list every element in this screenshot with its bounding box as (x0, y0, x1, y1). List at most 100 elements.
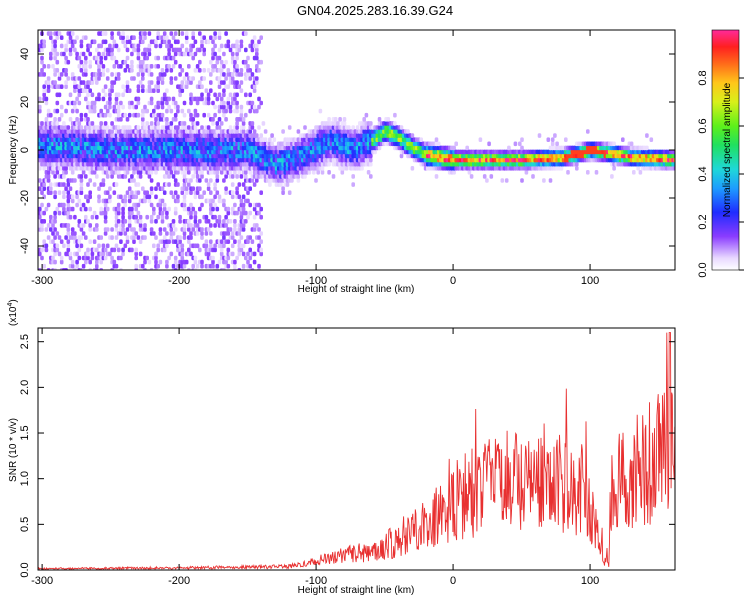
spectrogram-cell (213, 43, 217, 49)
spectrogram-cell (193, 214, 198, 220)
spectrogram-cell (314, 178, 318, 183)
spectrogram-cell (235, 64, 239, 69)
spectrogram-cell (158, 259, 163, 265)
spectrogram-cell (136, 72, 141, 77)
spectrogram-cell (244, 174, 248, 179)
spectrogram-cell (167, 51, 171, 57)
spectrogram-cell (230, 194, 235, 200)
spectrogram-cell (114, 263, 119, 269)
spectrogram-cell (101, 88, 106, 93)
spectrogram-cell (149, 96, 154, 102)
spectrogram-cell (57, 235, 62, 240)
spectrogram-cell (213, 214, 217, 220)
spectrogram-cell (73, 47, 77, 53)
spectrogram-cell (222, 80, 226, 85)
spectrogram-cell (259, 231, 263, 236)
spectrogram-cell (162, 39, 167, 45)
spectrogram-cell (88, 206, 92, 212)
spectrogram-cell (248, 129, 252, 134)
spectrogram-cell (53, 235, 57, 240)
spectrogram-cell (49, 35, 53, 40)
spectrogram-cell (53, 72, 57, 77)
spectrogram-cell (165, 35, 169, 40)
spectrogram-cell (209, 59, 213, 65)
spectrogram-cell (62, 206, 66, 212)
spectrogram-cell (553, 133, 557, 138)
spectrogram-cell (213, 104, 217, 110)
spectrogram-cell (206, 251, 211, 257)
spectrogram-cell (200, 174, 204, 179)
spectrogram-cell (165, 210, 169, 216)
spectrogram-cell (103, 39, 108, 45)
spectrogram-cell (351, 125, 355, 130)
spectrogram-cell (119, 100, 123, 106)
spectrogram-cell (95, 263, 99, 269)
spectrogram-cell (173, 51, 178, 57)
spectrogram-cell (70, 206, 75, 212)
spectrogram-cell (406, 129, 410, 134)
spectrogram-cell (259, 206, 263, 212)
spectrogram-cell (49, 55, 53, 61)
spectrogram-cell (134, 263, 138, 269)
spectrogram-cell (49, 51, 53, 57)
spectrogram-cell (143, 198, 147, 204)
spectrogram-cell (136, 235, 141, 240)
spectrogram-cell (200, 96, 204, 102)
spectrogram-cell (95, 247, 99, 253)
spectrogram-cell (138, 214, 143, 220)
spectrogram-cell (75, 96, 79, 102)
spectrogram-cell (173, 190, 178, 195)
spectrogram-cell (241, 206, 246, 212)
spectrogram-cell (217, 35, 222, 40)
spectrogram-cell (191, 263, 195, 269)
spectrogram-cell (233, 259, 237, 265)
spectrogram-cell (81, 231, 86, 236)
spectrogram-cell (434, 174, 439, 179)
spectrogram-cell (169, 43, 174, 49)
spectrogram-cell (241, 125, 246, 130)
spectrogram-cell (66, 76, 71, 81)
spectrogram-cell (92, 170, 97, 175)
spectrogram-cell (123, 202, 128, 208)
spectrogram-cell (92, 100, 97, 106)
spectrogram-cell (235, 92, 239, 98)
spectrogram-cell (152, 108, 156, 114)
spectrogram-cell (195, 121, 200, 126)
spectrogram-cell (108, 43, 112, 49)
spectrogram-cell (344, 166, 349, 171)
spectrogram-cell (180, 247, 185, 253)
spectrogram-cell (84, 64, 88, 69)
spectrogram-cell (162, 72, 167, 77)
spectrogram-cell (169, 251, 174, 257)
spectrogram-cell (239, 108, 244, 114)
spectrogram-cell (88, 227, 92, 232)
spectrogram-cell (248, 202, 252, 208)
spectrogram-cell (79, 227, 84, 232)
spectrogram-cell (70, 259, 75, 265)
spectrogram-cell (84, 214, 88, 220)
spectrogram-cell (485, 178, 489, 183)
spectrogram-cell (105, 108, 110, 114)
spectrogram-cell (228, 47, 233, 53)
spectrogram-cell (132, 178, 136, 183)
spectrogram-cell (336, 121, 340, 126)
spectrogram-cell (121, 214, 125, 220)
spectrogram-cell (162, 202, 167, 208)
colorbar-tick-label: 0.8 (697, 70, 709, 85)
spectrogram-cell (68, 186, 73, 191)
spectrogram-cell (145, 108, 149, 114)
spectrogram-cell (40, 202, 44, 208)
spectrogram-cell (226, 43, 231, 49)
spectrogram-cell (219, 68, 224, 73)
spectrogram-cell (121, 84, 125, 89)
spectrogram-cell (55, 68, 60, 73)
snr-plot-area (38, 328, 675, 570)
spectrogram-cell (226, 239, 231, 244)
spectrogram-cell (239, 104, 244, 110)
spectrogram-cell (77, 55, 82, 61)
spectrogram-cell (57, 92, 62, 98)
spectrogram-cell (255, 133, 259, 138)
spectrogram-cell (200, 92, 204, 98)
spectrogram-cell (38, 186, 42, 191)
spectrogram-cell (191, 76, 195, 81)
